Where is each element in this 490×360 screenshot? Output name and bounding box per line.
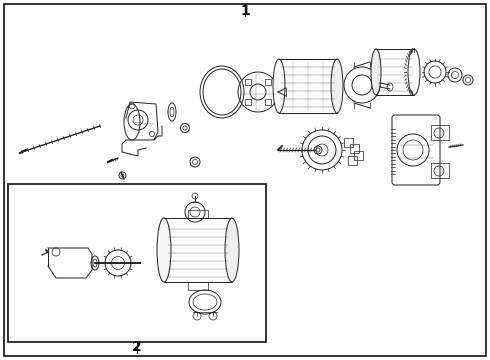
Bar xyxy=(245,79,251,85)
Bar xyxy=(8,184,266,342)
Bar xyxy=(348,156,357,165)
Ellipse shape xyxy=(331,59,343,113)
Text: 2: 2 xyxy=(132,340,142,354)
Bar xyxy=(354,151,363,160)
Ellipse shape xyxy=(225,218,239,282)
Bar xyxy=(344,138,353,147)
Bar xyxy=(245,99,251,105)
Text: 1: 1 xyxy=(240,4,250,18)
Bar xyxy=(431,163,449,178)
Bar xyxy=(265,99,271,105)
Bar xyxy=(350,144,359,153)
Bar xyxy=(188,210,208,218)
Ellipse shape xyxy=(157,218,171,282)
Bar xyxy=(188,282,208,290)
Bar xyxy=(431,125,449,140)
Ellipse shape xyxy=(371,49,381,95)
Ellipse shape xyxy=(273,59,285,113)
Bar xyxy=(265,79,271,85)
